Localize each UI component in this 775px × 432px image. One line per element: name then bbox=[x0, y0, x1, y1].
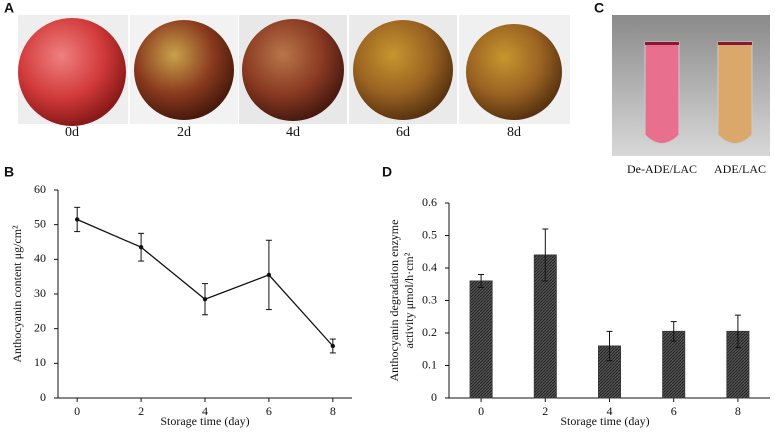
tube-photo: De-ADE/LAC ADE/LAC bbox=[612, 15, 770, 176]
tube-ring bbox=[718, 42, 752, 45]
x-tick-label: 6 bbox=[266, 404, 272, 418]
marker bbox=[266, 272, 272, 278]
panel-label: A bbox=[4, 0, 14, 16]
y-tick-label: 60 bbox=[34, 182, 46, 196]
fruit bbox=[353, 20, 453, 120]
x-axis-label: Storage time (day) bbox=[160, 414, 249, 428]
fruit bbox=[242, 19, 344, 121]
x-tick-label: 8 bbox=[735, 404, 741, 418]
y-tick-label: 40 bbox=[34, 251, 46, 265]
line bbox=[76, 218, 334, 347]
y-tick-label: 0.6 bbox=[422, 195, 437, 209]
photo-caption: 8d bbox=[507, 125, 521, 140]
fruit bbox=[18, 18, 126, 126]
photo-caption: 0d bbox=[65, 125, 79, 140]
photo-caption: 6d bbox=[396, 125, 410, 140]
fruit bbox=[466, 24, 562, 120]
y-tick-label: 0.3 bbox=[422, 292, 437, 306]
x-tick-label: 4 bbox=[202, 404, 208, 418]
x-tick-label: 2 bbox=[542, 404, 548, 418]
photo-caption: 4d bbox=[286, 125, 300, 140]
marker bbox=[138, 245, 144, 250]
y-tick-label: 10 bbox=[34, 355, 46, 369]
marker bbox=[330, 343, 336, 349]
fruit bbox=[134, 20, 234, 120]
panel-label: C bbox=[594, 0, 604, 16]
y-tick-label: 0.2 bbox=[422, 325, 437, 339]
tube-caption: ADE/LAC bbox=[714, 162, 766, 176]
x-tick-label: 4 bbox=[607, 404, 613, 418]
x-tick-label: 8 bbox=[330, 404, 336, 418]
x-tick-label: 6 bbox=[671, 404, 677, 418]
y-tick-label: 20 bbox=[34, 320, 46, 334]
photo-caption: 2d bbox=[177, 125, 191, 140]
y-tick-label: 0.1 bbox=[422, 357, 437, 371]
panel-label: B bbox=[4, 164, 14, 180]
panel-label: D bbox=[382, 164, 392, 180]
y-axis-label: activity μmol/h·cm² bbox=[402, 252, 416, 348]
x-tick-label: 2 bbox=[138, 404, 144, 418]
y-axis-label: Anthocyanin content μg/cm² bbox=[10, 225, 24, 363]
y-tick-label: 0 bbox=[40, 390, 46, 404]
marker bbox=[202, 297, 208, 302]
tube-ring bbox=[645, 42, 679, 45]
tube bbox=[717, 41, 753, 144]
tube bbox=[644, 41, 680, 144]
y-tick-label: 50 bbox=[34, 216, 46, 230]
x-tick-label: 0 bbox=[478, 404, 484, 418]
y-axis-label: Anthocyanin degradation enzyme bbox=[387, 220, 401, 382]
marker bbox=[74, 217, 80, 222]
y-tick-label: 30 bbox=[34, 286, 46, 300]
y-tick-label: 0.4 bbox=[422, 260, 437, 274]
bar bbox=[469, 280, 493, 399]
x-axis-label: Storage time (day) bbox=[560, 414, 649, 428]
y-tick-label: 0.5 bbox=[422, 227, 437, 241]
y-tick-label: 0 bbox=[431, 390, 437, 404]
tube-caption: De-ADE/LAC bbox=[627, 162, 697, 176]
photo-strip: 0d 2d 4d 6d 8d bbox=[18, 15, 570, 140]
x-tick-label: 0 bbox=[74, 404, 80, 418]
